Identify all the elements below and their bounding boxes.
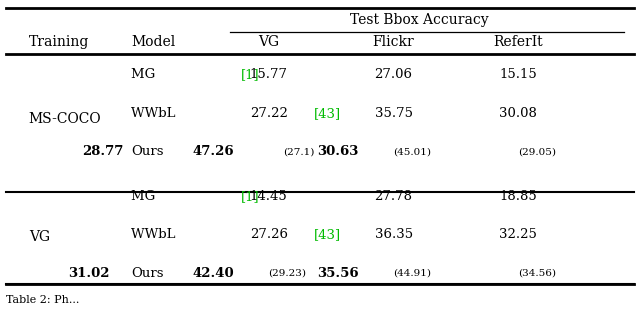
Text: WWbL: WWbL — [131, 228, 180, 241]
Text: Model: Model — [131, 35, 175, 49]
Text: 15.15: 15.15 — [500, 68, 537, 81]
Text: (27.1): (27.1) — [283, 147, 314, 156]
Text: WWbL: WWbL — [131, 107, 180, 120]
Text: (29.05): (29.05) — [518, 147, 556, 156]
Text: 28.77: 28.77 — [82, 145, 124, 158]
Text: MS-COCO: MS-COCO — [29, 112, 101, 125]
Text: 27.78: 27.78 — [374, 190, 413, 203]
Text: 31.02: 31.02 — [68, 267, 109, 280]
Text: 42.40: 42.40 — [193, 267, 234, 280]
Text: (34.56): (34.56) — [518, 269, 556, 278]
Text: (45.01): (45.01) — [393, 147, 431, 156]
Text: 30.63: 30.63 — [317, 145, 358, 158]
Text: Flickr: Flickr — [372, 35, 415, 49]
Text: [1]: [1] — [241, 68, 259, 81]
Text: VG: VG — [29, 230, 50, 244]
Text: 27.06: 27.06 — [374, 68, 413, 81]
Text: [1]: [1] — [241, 190, 259, 203]
Text: (29.23): (29.23) — [268, 269, 307, 278]
Text: 30.08: 30.08 — [499, 107, 538, 120]
Text: MG: MG — [131, 68, 160, 81]
Text: 14.45: 14.45 — [250, 190, 287, 203]
Text: [43]: [43] — [314, 107, 340, 120]
Text: Test Bbox Accuracy: Test Bbox Accuracy — [350, 13, 488, 27]
Text: [43]: [43] — [314, 228, 340, 241]
Text: 27.22: 27.22 — [250, 107, 288, 120]
Text: 32.25: 32.25 — [499, 228, 538, 241]
Text: 36.35: 36.35 — [374, 228, 413, 241]
Text: Ours: Ours — [131, 145, 164, 158]
Text: Table 2: Ph...: Table 2: Ph... — [6, 295, 80, 305]
Text: Training: Training — [29, 35, 89, 49]
Text: MG: MG — [131, 190, 160, 203]
Text: Ours: Ours — [131, 267, 164, 280]
Text: 35.75: 35.75 — [374, 107, 413, 120]
Text: 15.77: 15.77 — [250, 68, 288, 81]
Text: 47.26: 47.26 — [193, 145, 234, 158]
Text: 27.26: 27.26 — [250, 228, 288, 241]
Text: (44.91): (44.91) — [393, 269, 431, 278]
Text: 35.56: 35.56 — [317, 267, 359, 280]
Text: 18.85: 18.85 — [500, 190, 537, 203]
Text: VG: VG — [258, 35, 280, 49]
Text: ReferIt: ReferIt — [493, 35, 543, 49]
